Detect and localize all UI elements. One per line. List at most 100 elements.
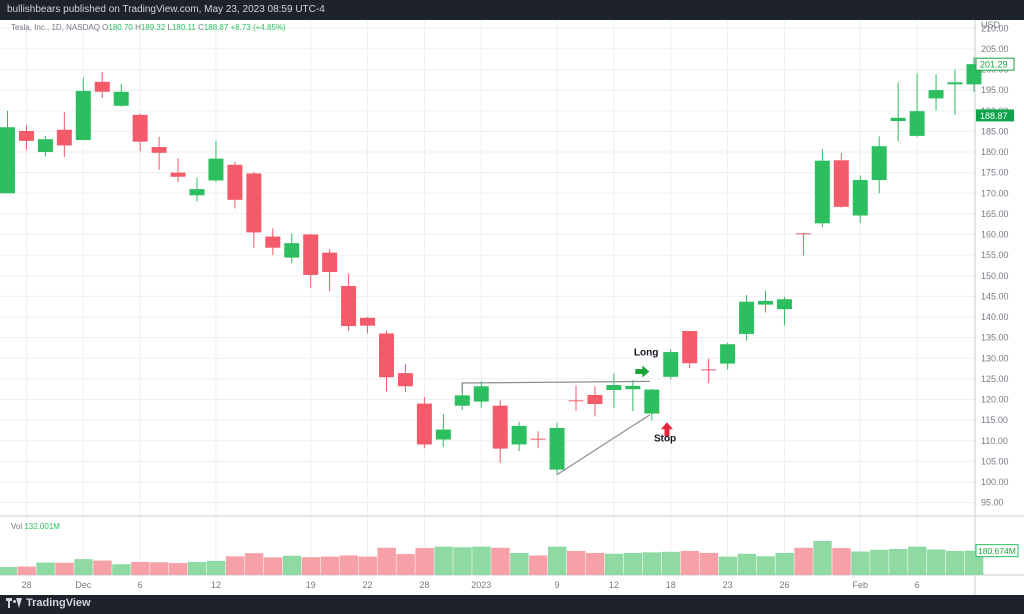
publisher-text: bullishbears published on TradingView.co… — [7, 4, 325, 15]
candle-body[interactable] — [56, 129, 72, 146]
volume-bar — [434, 546, 453, 575]
candle-body[interactable] — [454, 395, 470, 406]
candle-body[interactable] — [776, 299, 792, 310]
candle-body[interactable] — [37, 139, 53, 152]
candle-body[interactable] — [303, 234, 319, 275]
y-tick-label: 110.00 — [981, 436, 1008, 446]
candle-body[interactable] — [928, 90, 944, 99]
volume-bar — [946, 550, 965, 575]
volume-bar — [585, 552, 605, 575]
high-price-value: 201.29 — [980, 60, 1008, 70]
candle-body[interactable] — [644, 389, 660, 414]
legend-part: O — [102, 23, 108, 32]
candle-body[interactable] — [227, 164, 243, 200]
volume-bar — [813, 541, 832, 575]
tradingview-logo[interactable]: TradingView — [6, 597, 91, 609]
candle-body[interactable] — [795, 233, 811, 235]
legend-part: 189.32 — [141, 23, 166, 32]
candle-body[interactable] — [151, 147, 167, 153]
volume-bar — [472, 546, 491, 575]
candle-body[interactable] — [701, 369, 717, 371]
candle-body[interactable] — [473, 386, 489, 402]
long-arrow-icon — [635, 365, 650, 378]
candle-body[interactable] — [284, 243, 300, 258]
candle-body[interactable] — [170, 172, 186, 177]
legend-part: Tesla, Inc., 1D, NASDAQ — [11, 23, 102, 32]
candle-body[interactable] — [246, 173, 262, 233]
candle-body[interactable] — [814, 160, 830, 224]
candle-body[interactable] — [739, 301, 755, 334]
volume-bar — [567, 550, 586, 575]
volume-bar — [244, 553, 264, 575]
candle-body[interactable] — [435, 429, 451, 440]
candle-body[interactable] — [113, 91, 129, 106]
candle-body[interactable] — [341, 286, 357, 327]
candle-body[interactable] — [416, 403, 432, 445]
tradingview-logo-icon — [6, 597, 22, 609]
candle-body[interactable] — [568, 400, 584, 402]
candle-body[interactable] — [852, 180, 868, 216]
legend-part: L — [165, 23, 172, 32]
last-price-value: 188.87 — [980, 111, 1008, 121]
volume-bar — [225, 556, 245, 575]
y-tick-label: 145.00 — [981, 291, 1009, 301]
candle-body[interactable] — [75, 90, 91, 141]
volume-bar — [510, 552, 529, 575]
legend-part: 180.11 — [172, 23, 196, 32]
volume-bar — [188, 561, 207, 575]
candle-body[interactable] — [909, 111, 925, 136]
candle-body[interactable] — [379, 333, 394, 378]
volume-bar — [55, 562, 74, 575]
trend-line[interactable] — [462, 380, 650, 384]
x-tick-label: 12 — [211, 580, 221, 590]
x-tick-label: Dec — [75, 580, 92, 590]
volume-bar — [718, 556, 737, 575]
legend-part: C — [196, 23, 204, 32]
candle-body[interactable] — [663, 352, 679, 377]
candle-body[interactable] — [890, 117, 906, 122]
chart-canvas[interactable]: 95.00 100.00 105.00 110.00 115.00 120.00 125.0… — [0, 20, 1024, 595]
candle-body[interactable] — [265, 236, 281, 248]
trend-line[interactable] — [556, 414, 651, 476]
volume-bar — [263, 557, 283, 575]
candle-body[interactable] — [530, 438, 546, 440]
candle-body[interactable] — [397, 373, 413, 387]
volume-bar — [17, 566, 36, 575]
candle-body[interactable] — [871, 146, 887, 181]
candle-body[interactable] — [360, 317, 376, 326]
candle-body[interactable] — [625, 385, 641, 390]
volume-bar — [851, 551, 870, 575]
y-tick-label: 205.00 — [981, 44, 1009, 54]
y-tick-label: 165.00 — [981, 209, 1009, 219]
candle-body[interactable] — [833, 160, 849, 207]
candle-body[interactable] — [758, 300, 773, 305]
y-tick-label: 180.00 — [981, 147, 1009, 157]
x-tick-label: Feb — [852, 580, 868, 590]
x-tick-label: 18 — [666, 580, 676, 590]
candle-body[interactable] — [720, 344, 736, 364]
candle-body[interactable] — [549, 427, 565, 470]
volume-legend: Vol 132.001M — [11, 522, 60, 531]
high-price-badge — [975, 57, 1015, 71]
candle-body[interactable] — [606, 385, 622, 391]
candle-body[interactable] — [322, 252, 338, 273]
volume-bar — [794, 547, 813, 575]
candle-body[interactable] — [18, 130, 34, 141]
volume-bar — [623, 552, 643, 575]
volume-bar — [548, 546, 567, 575]
candle-body[interactable] — [0, 127, 15, 194]
volume-last-value: 180.674M — [978, 546, 1016, 556]
candle-body[interactable] — [208, 158, 224, 181]
candle-body[interactable] — [189, 189, 205, 196]
candle-body[interactable] — [947, 82, 963, 85]
stop-label: Stop — [654, 434, 676, 445]
candle-body[interactable] — [94, 81, 110, 92]
candle-body[interactable] — [492, 405, 508, 449]
candle-body[interactable] — [682, 331, 698, 364]
candle-body[interactable] — [587, 394, 603, 405]
candle-body[interactable] — [132, 114, 148, 142]
candle-body[interactable] — [511, 425, 527, 445]
y-tick-label: 175.00 — [981, 168, 1009, 178]
volume-bar — [775, 552, 794, 575]
y-tick-label: 115.00 — [981, 415, 1008, 425]
